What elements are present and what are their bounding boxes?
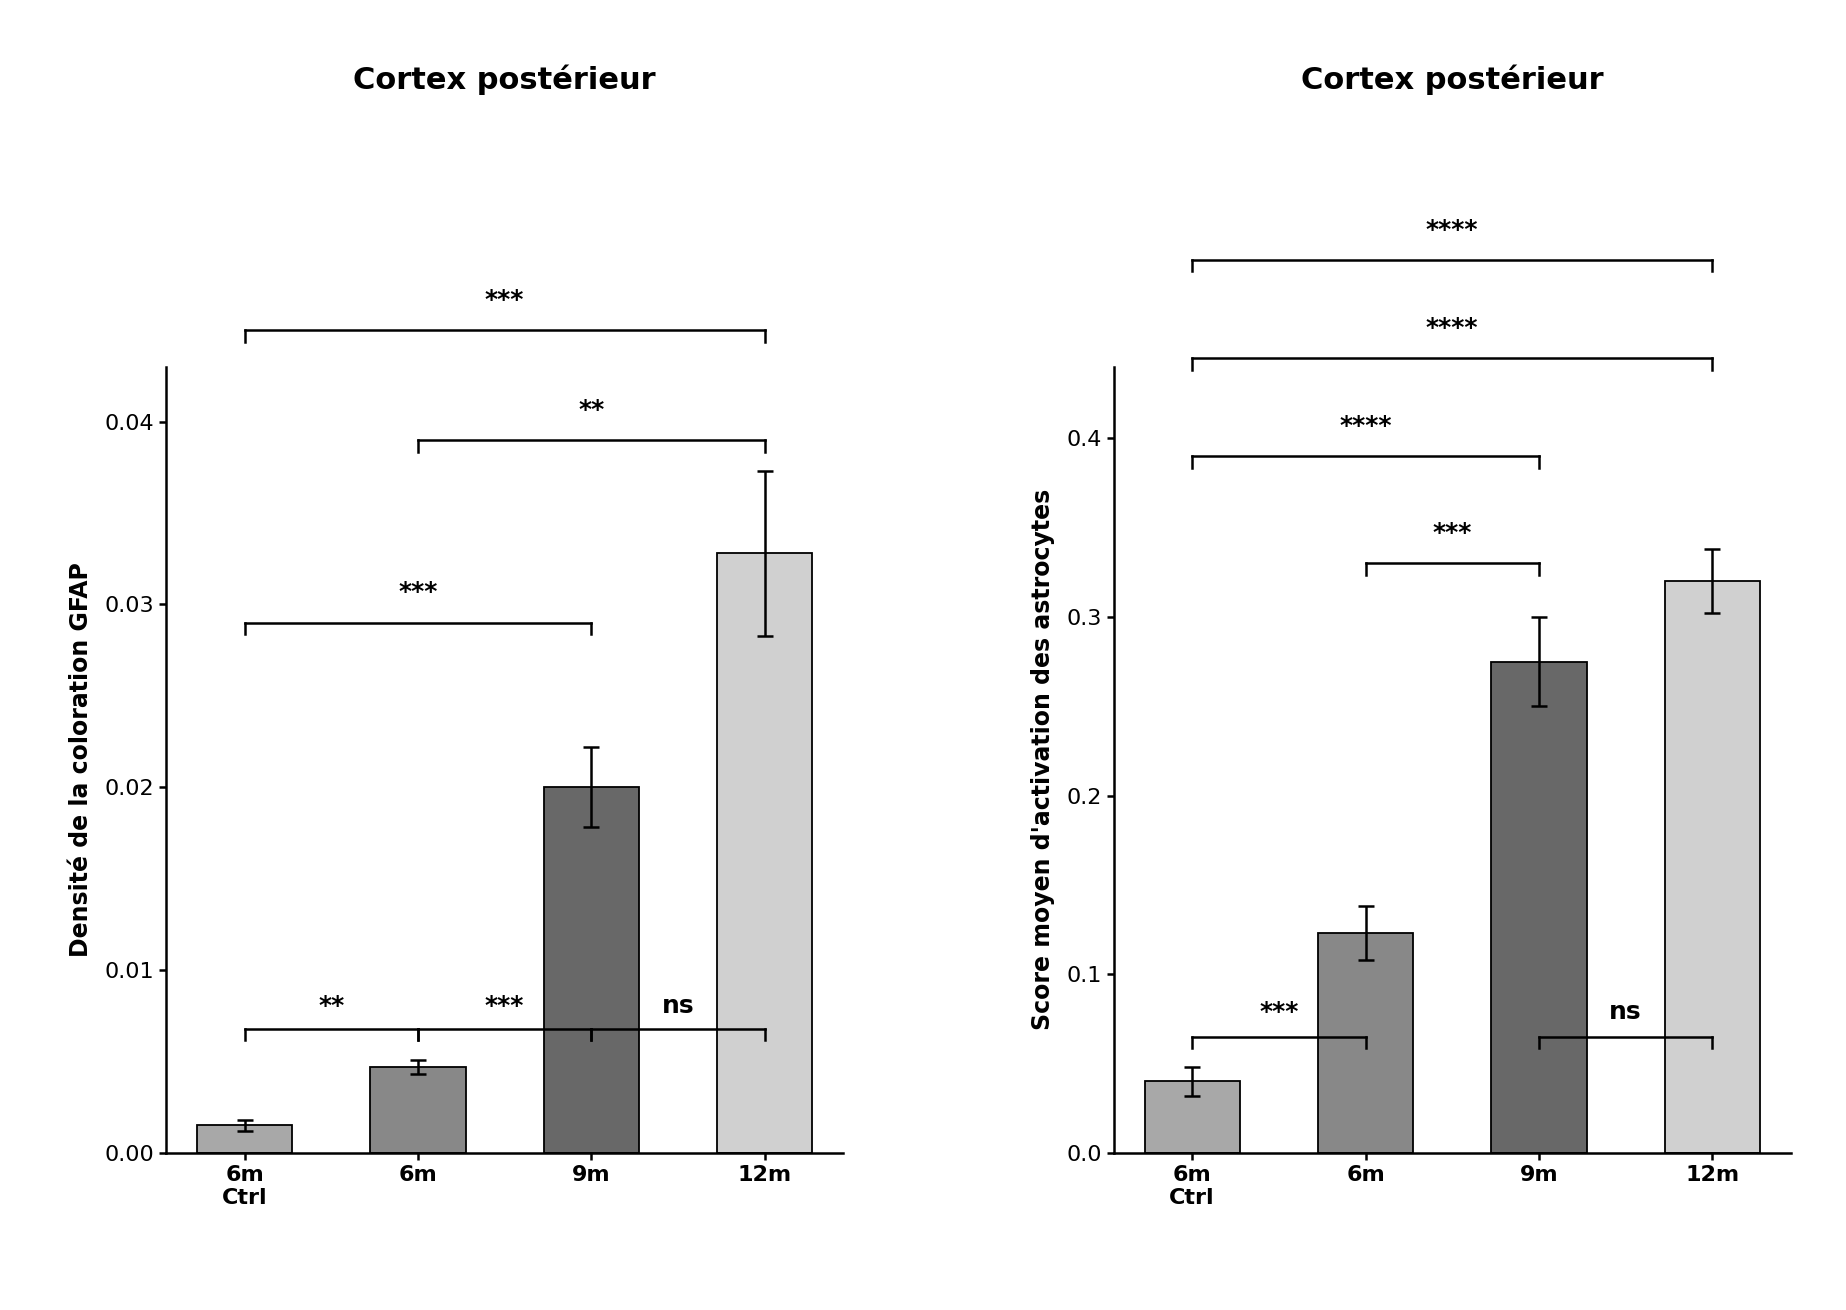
Bar bbox=[371, 1066, 465, 1153]
Text: ns: ns bbox=[661, 993, 694, 1018]
Title: Cortex postérieur: Cortex postérieur bbox=[1301, 64, 1604, 96]
Text: ****: **** bbox=[1425, 217, 1479, 242]
Text: ns: ns bbox=[1610, 1000, 1641, 1024]
Text: ***: *** bbox=[485, 288, 524, 312]
Text: ***: *** bbox=[485, 993, 524, 1018]
Title: Cortex postérieur: Cortex postérieur bbox=[353, 64, 655, 96]
Text: ***: *** bbox=[1259, 1000, 1298, 1024]
Y-axis label: Densité de la coloration GFAP: Densité de la coloration GFAP bbox=[70, 562, 94, 958]
Bar bbox=[1492, 662, 1586, 1153]
Bar bbox=[1145, 1081, 1241, 1153]
Bar bbox=[716, 553, 812, 1153]
Text: **: ** bbox=[578, 398, 604, 422]
Bar bbox=[198, 1125, 292, 1153]
Y-axis label: Score moyen d'activation des astrocytes: Score moyen d'activation des astrocytes bbox=[1032, 489, 1056, 1031]
Text: ****: **** bbox=[1338, 414, 1392, 439]
Bar bbox=[1318, 933, 1414, 1153]
Text: ***: *** bbox=[399, 580, 438, 604]
Text: ***: *** bbox=[1432, 521, 1471, 545]
Bar bbox=[543, 787, 639, 1153]
Bar bbox=[1665, 582, 1759, 1153]
Text: ****: **** bbox=[1425, 316, 1479, 341]
Text: **: ** bbox=[318, 993, 345, 1018]
